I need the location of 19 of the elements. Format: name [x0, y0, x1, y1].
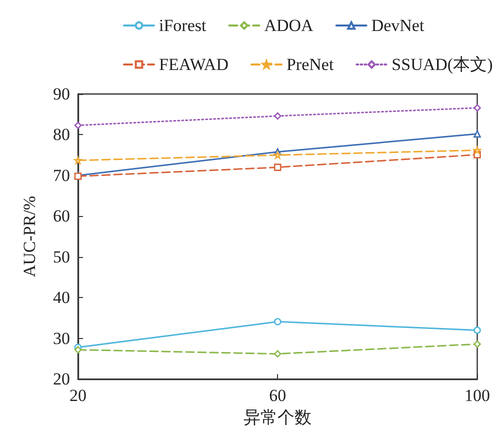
y-tick-label: 50: [53, 247, 70, 266]
legend-label: iForest: [159, 16, 206, 35]
legend-label: SSUAD(本文): [392, 55, 493, 74]
y-tick-label: 70: [53, 166, 70, 185]
legend-label: ADOA: [264, 16, 314, 35]
y-axis-title: AUC-PR/%: [20, 196, 39, 278]
x-tick-label: 100: [464, 386, 490, 406]
y-tick-label: 60: [53, 206, 70, 226]
y-tick-label: 80: [53, 125, 70, 144]
legend-label: DevNet: [371, 16, 424, 35]
y-tick-label: 30: [53, 328, 70, 348]
x-tick-label: 20: [70, 386, 86, 406]
legend-label: PreNet: [286, 55, 334, 74]
x-tick-label: 60: [269, 386, 286, 406]
y-tick-label: 40: [53, 288, 70, 308]
legend-label: FEAWAD: [159, 55, 228, 74]
y-tick-label: 20: [53, 370, 70, 389]
x-axis-title: 异常个数: [244, 408, 312, 427]
y-tick-label: 90: [53, 84, 70, 104]
